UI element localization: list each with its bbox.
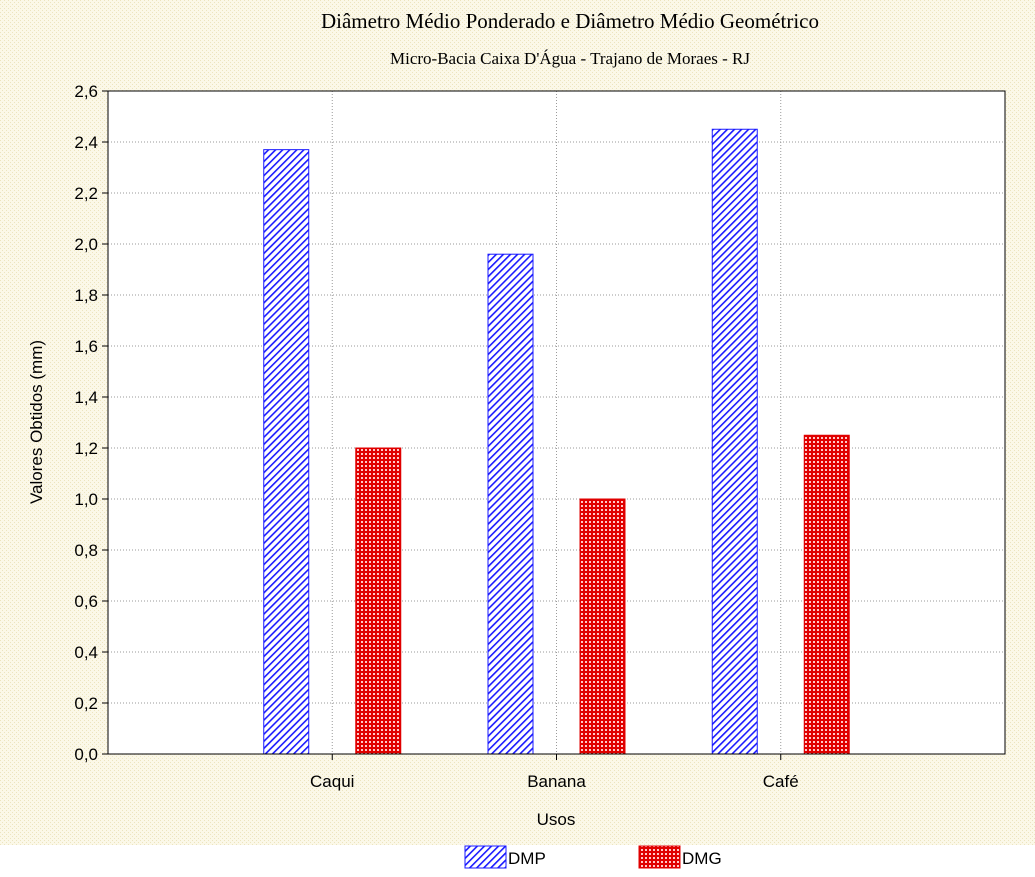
y-tick-label: 2,2	[74, 184, 98, 203]
x-tick-label: Café	[763, 772, 799, 791]
bars	[263, 128, 850, 755]
chart-title: Diâmetro Médio Ponderado e Diâmetro Médi…	[321, 9, 819, 33]
bar-dmg-banana	[579, 498, 626, 755]
y-axis-label: Valores Obtidos (mm)	[27, 340, 46, 504]
legend-label-dmg: DMG	[682, 849, 722, 868]
y-tick-label: 1,8	[74, 286, 98, 305]
y-tick-label: 2,4	[74, 133, 98, 152]
y-tick-label: 2,6	[74, 82, 98, 101]
bar-dmg-café	[803, 434, 850, 755]
legend: DMP DMG	[464, 845, 722, 869]
x-axis-ticks: Caqui Banana Café	[310, 754, 799, 791]
y-tick-label: 0,8	[74, 541, 98, 560]
chart-subtitle: Micro-Bacia Caixa D'Água - Trajano de Mo…	[390, 49, 750, 68]
bar-dmp-café	[711, 128, 758, 755]
legend-swatch-dmp	[464, 845, 507, 869]
y-tick-label: 1,0	[74, 490, 98, 509]
y-tick-label: 2,0	[74, 235, 98, 254]
y-tick-label: 0,2	[74, 694, 98, 713]
y-tick-label: 1,6	[74, 337, 98, 356]
x-tick-label: Banana	[527, 772, 586, 791]
bar-dmp-caqui	[263, 149, 310, 755]
y-tick-label: 0,4	[74, 643, 98, 662]
y-axis-ticks: 0,0 0,2 0,4 0,6 0,8 1,0 1,2 1,4 1,6 1,8 2,0 2,2 2,4 2…	[74, 82, 108, 764]
y-tick-label: 0,6	[74, 592, 98, 611]
plot-border	[107, 90, 1006, 755]
gridlines	[108, 91, 1005, 754]
y-tick-label: 1,2	[74, 439, 98, 458]
legend-label-dmp: DMP	[508, 849, 546, 868]
y-tick-label: 0,0	[74, 745, 98, 764]
legend-swatch-dmg	[638, 845, 681, 869]
y-tick-label: 1,4	[74, 388, 98, 407]
bar-dmg-caqui	[355, 447, 402, 755]
x-axis-label: Usos	[537, 810, 576, 829]
x-tick-label: Caqui	[310, 772, 354, 791]
bar-dmp-banana	[487, 253, 534, 755]
